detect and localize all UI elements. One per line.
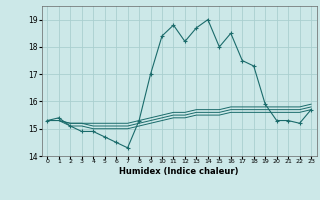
X-axis label: Humidex (Indice chaleur): Humidex (Indice chaleur)	[119, 167, 239, 176]
